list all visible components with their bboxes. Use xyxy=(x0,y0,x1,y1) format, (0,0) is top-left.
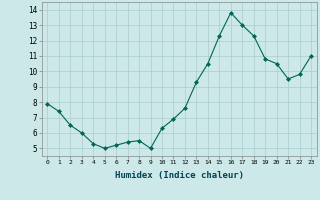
X-axis label: Humidex (Indice chaleur): Humidex (Indice chaleur) xyxy=(115,171,244,180)
